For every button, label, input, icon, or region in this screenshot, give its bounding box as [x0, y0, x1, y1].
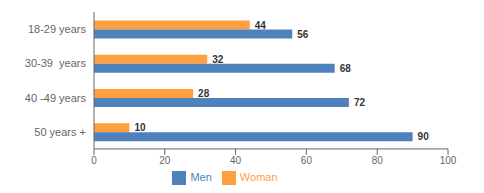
- svg-text:18-29 years: 18-29 years: [28, 23, 87, 35]
- html-text:Woman: Woman: [239, 170, 278, 183]
- svg-text:30-39 years: 30-39 years: [25, 57, 87, 69]
- svg-text:56: 56: [297, 29, 309, 40]
- svg-text:20: 20: [159, 155, 171, 166]
- svg-text:72: 72: [354, 97, 366, 108]
- svg-text:40: 40: [230, 155, 242, 166]
- svg-text:44: 44: [255, 20, 267, 31]
- svg-text:50 years +: 50 years +: [34, 126, 86, 138]
- svg-text:100: 100: [440, 155, 457, 166]
- svg-text:80: 80: [372, 155, 384, 166]
- svg-text:68: 68: [340, 63, 352, 74]
- svg-text:32: 32: [212, 54, 224, 65]
- svg-text:0: 0: [91, 155, 97, 166]
- svg-text:40 -49 years: 40 -49 years: [25, 92, 87, 104]
- svg-text:60: 60: [301, 155, 313, 166]
- svg-text:10: 10: [134, 122, 146, 133]
- svg-text:90: 90: [418, 131, 430, 142]
- svg-text:28: 28: [198, 88, 210, 99]
- html-text:Men: Men: [190, 170, 212, 183]
